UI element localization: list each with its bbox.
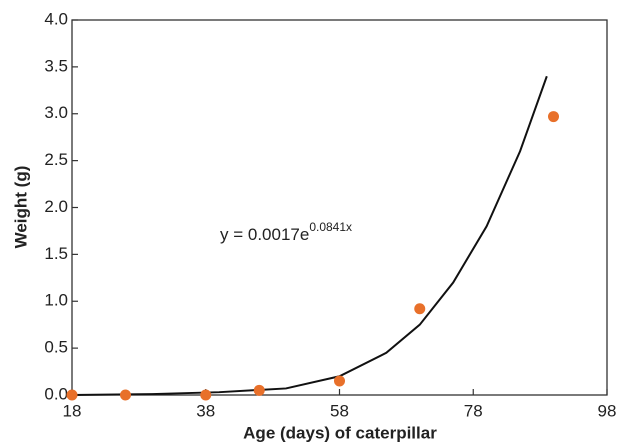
x-tick-label: 78	[464, 401, 483, 420]
x-tick-label: 18	[63, 401, 82, 420]
x-tick-label: 98	[598, 401, 617, 420]
y-tick-label: 2.5	[44, 150, 68, 169]
data-point	[66, 389, 78, 401]
data-point	[253, 384, 265, 396]
y-tick-label: 0.0	[44, 384, 68, 403]
y-axis-label: Weight (g)	[11, 166, 30, 249]
annotation: y = 0.0017e0.0841x	[220, 220, 352, 244]
data-point	[334, 375, 345, 387]
plot-frame	[71, 19, 608, 396]
data-point	[548, 111, 559, 123]
y-tick-label: 0.5	[44, 338, 68, 357]
annotation-exponent: 0.0841x	[309, 220, 352, 234]
y-tick-label: 3.5	[44, 56, 68, 75]
trendline	[71, 75, 548, 396]
y-tick-label: 3.0	[44, 103, 68, 122]
data-point	[120, 389, 131, 401]
y-tick-label: 2.0	[44, 197, 68, 216]
annotation-text: y = 0.0017e	[220, 225, 309, 244]
data-point	[200, 389, 212, 401]
y-tick-label: 4.0	[44, 9, 68, 28]
x-axis-label: Age (days) of caterpillar	[243, 423, 437, 442]
data-point	[414, 303, 426, 315]
y-tick-label: 1.5	[44, 244, 68, 263]
x-tick-label: 58	[330, 401, 349, 420]
x-tick-label: 38	[196, 401, 215, 420]
y-tick-label: 1.0	[44, 291, 68, 310]
